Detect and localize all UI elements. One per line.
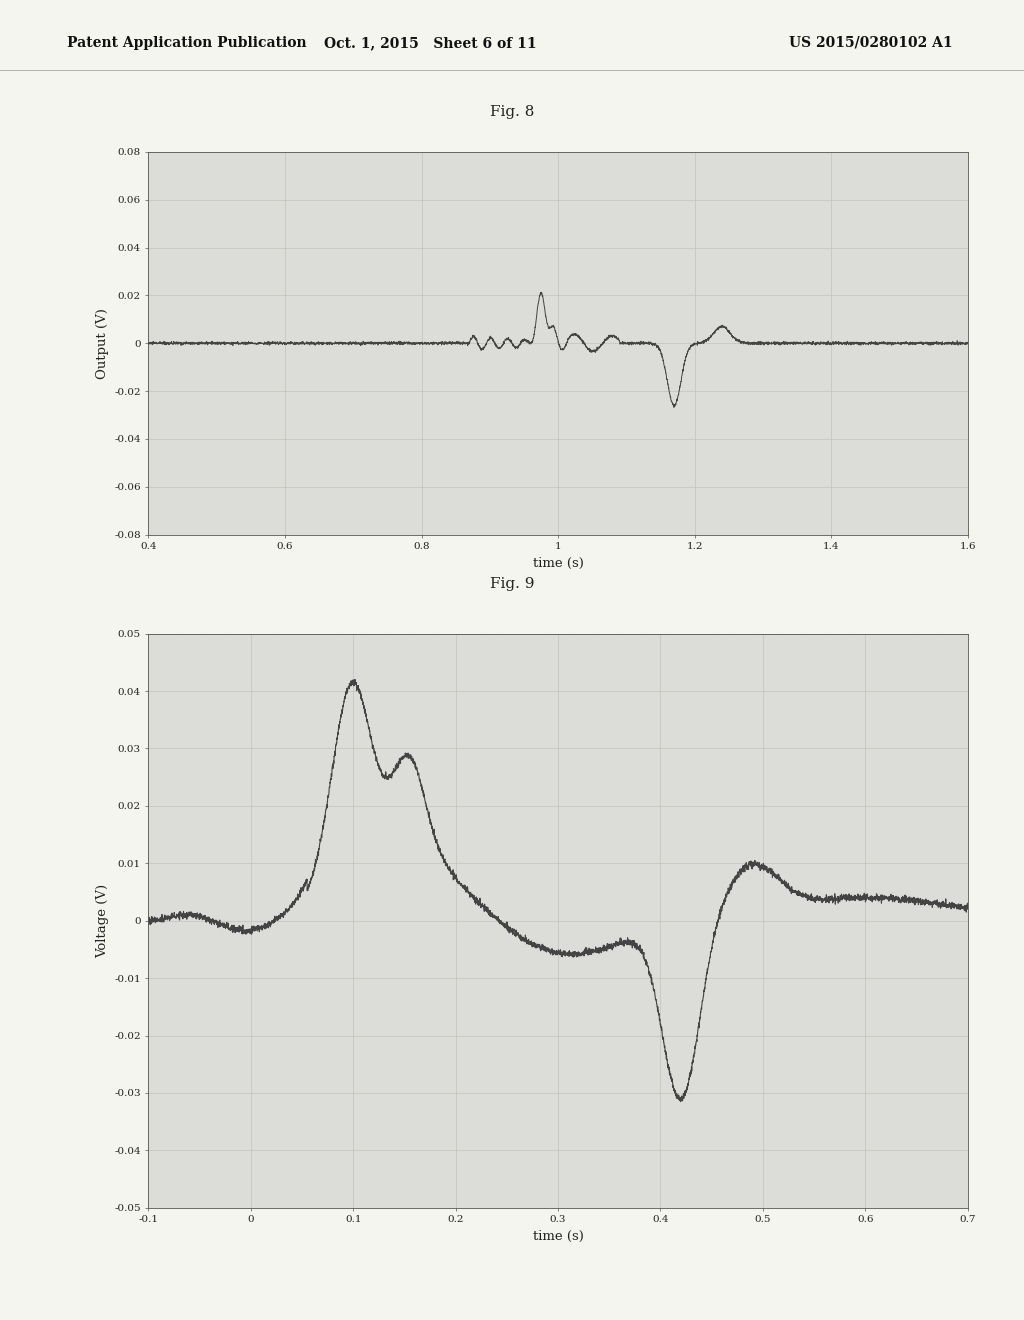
Text: US 2015/0280102 A1: US 2015/0280102 A1 xyxy=(788,36,952,50)
Y-axis label: Output (V): Output (V) xyxy=(95,308,109,379)
Text: Patent Application Publication: Patent Application Publication xyxy=(67,36,306,50)
X-axis label: time (s): time (s) xyxy=(532,557,584,570)
Text: Oct. 1, 2015   Sheet 6 of 11: Oct. 1, 2015 Sheet 6 of 11 xyxy=(324,36,537,50)
Text: Fig. 9: Fig. 9 xyxy=(489,577,535,591)
Y-axis label: Voltage (V): Voltage (V) xyxy=(95,883,109,958)
X-axis label: time (s): time (s) xyxy=(532,1230,584,1243)
Text: Fig. 8: Fig. 8 xyxy=(489,106,535,119)
